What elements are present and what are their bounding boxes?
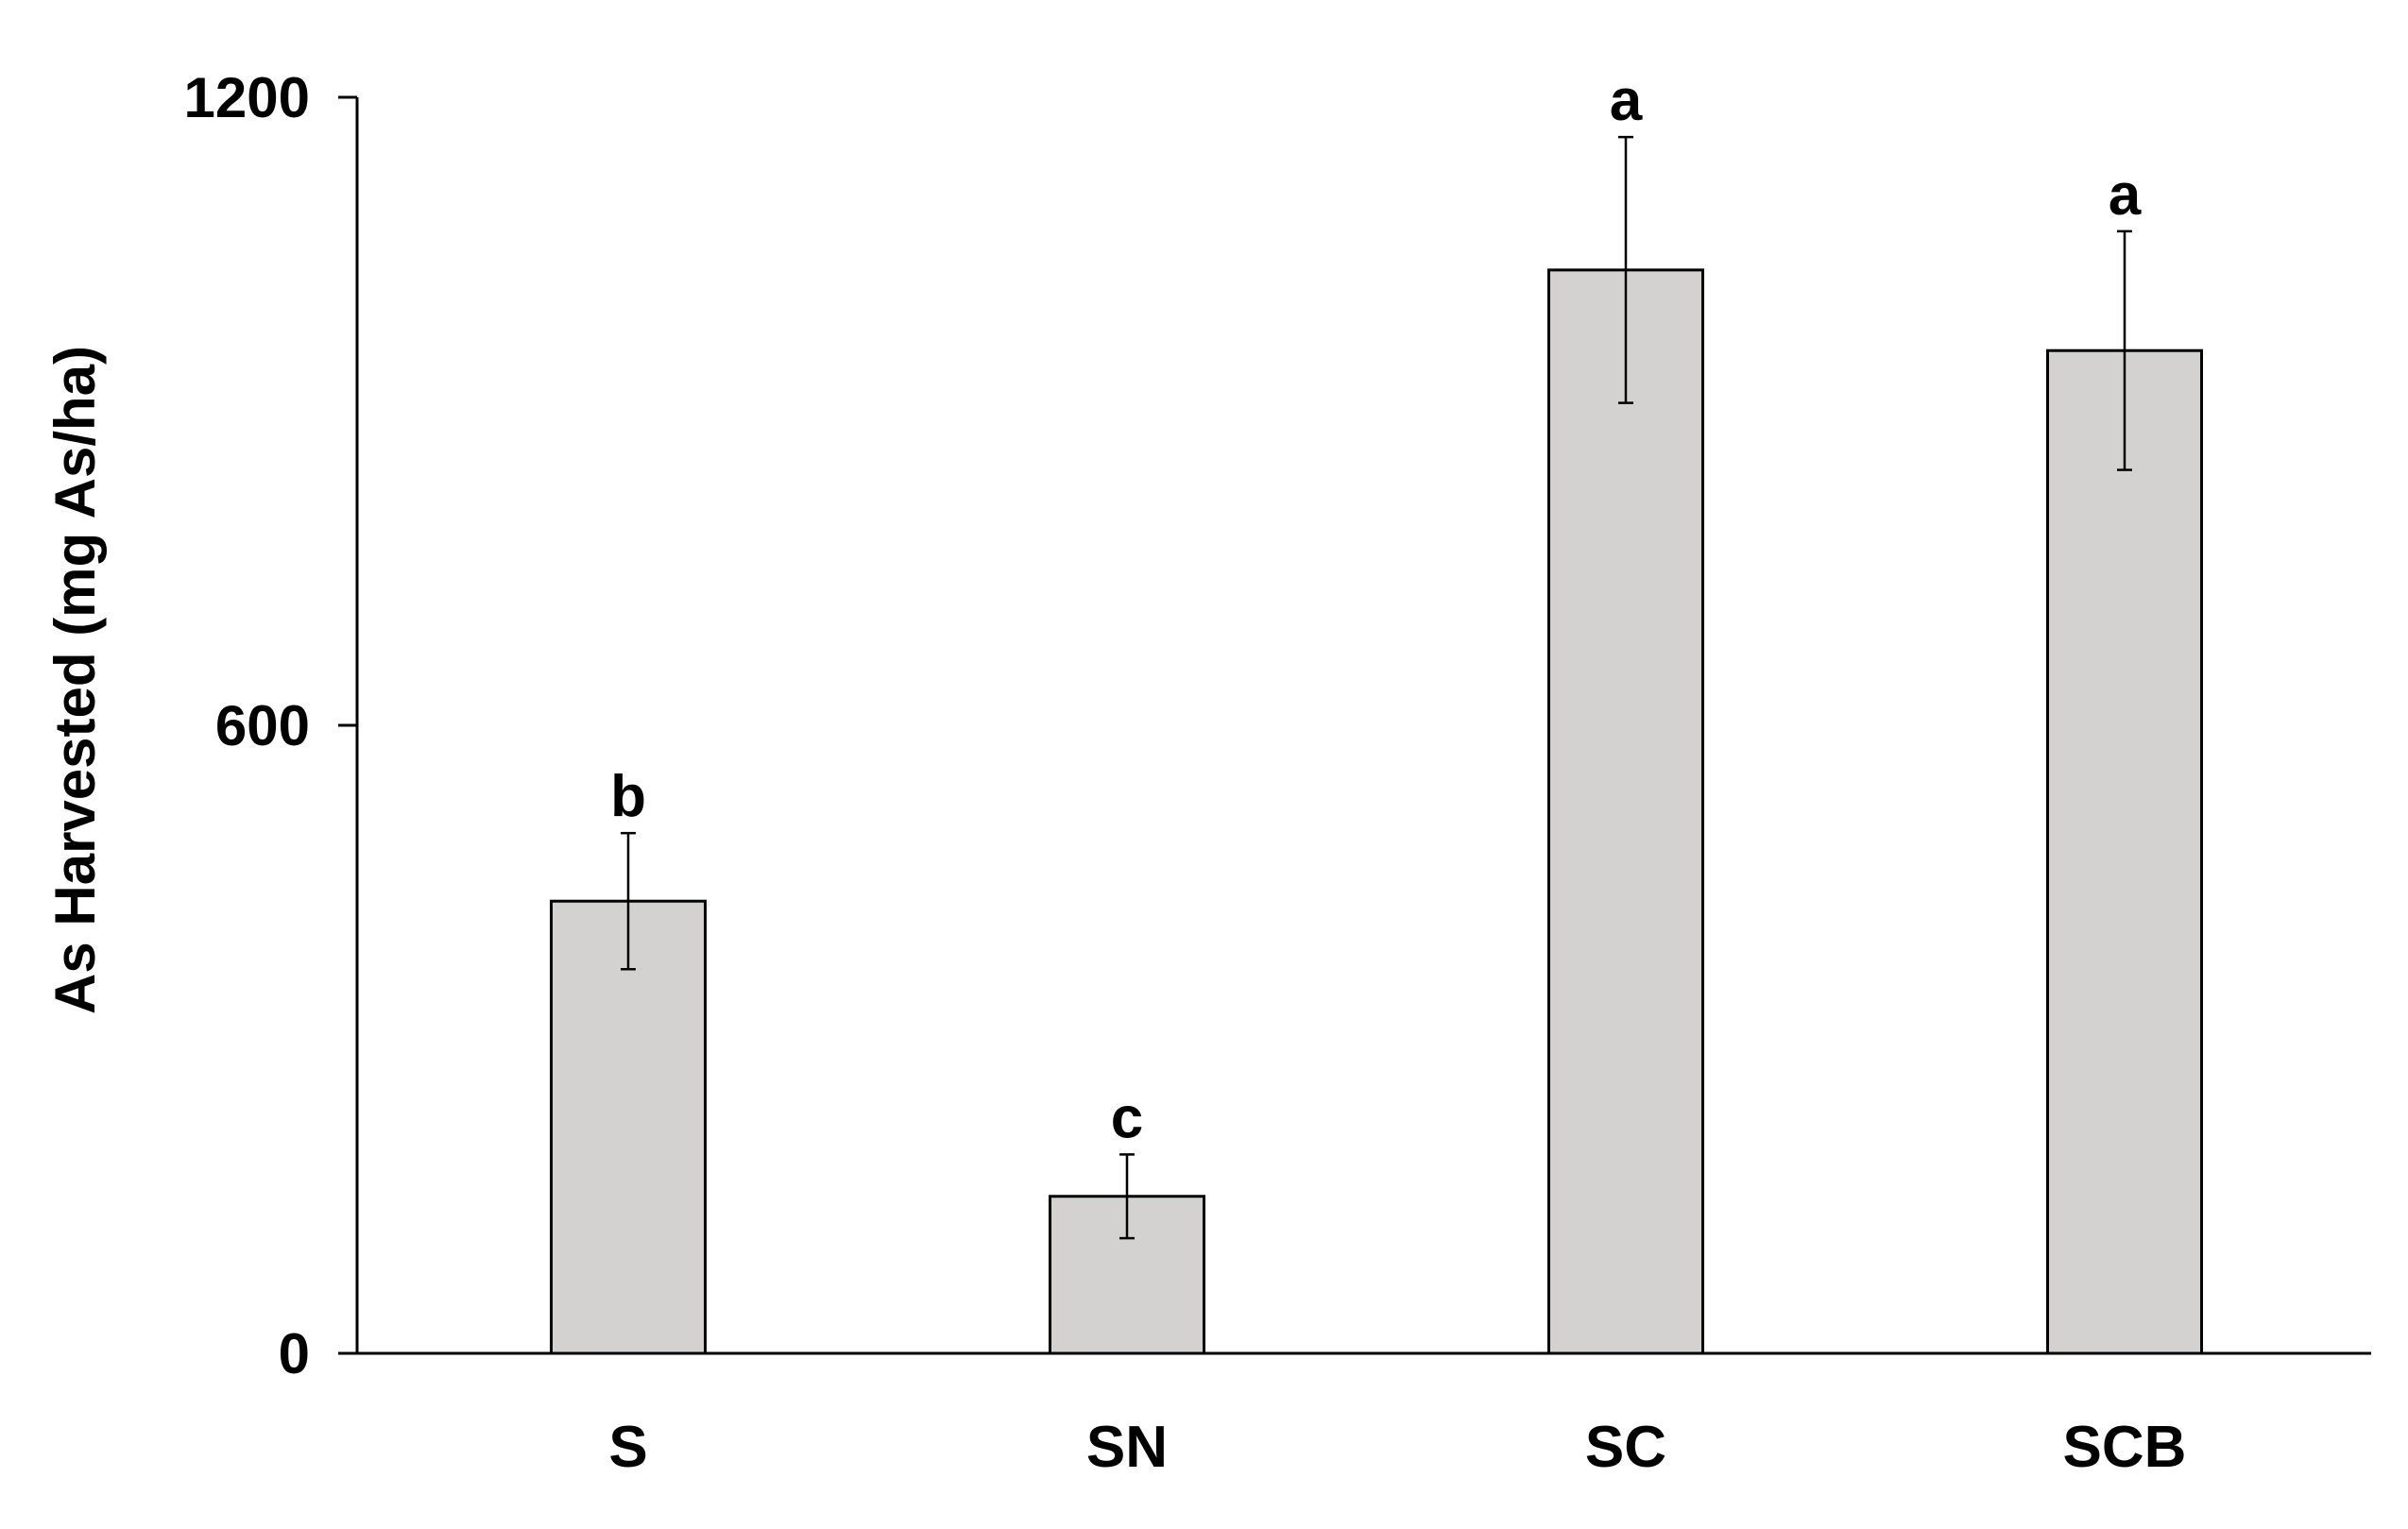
bar <box>550 899 707 1355</box>
x-category-label: S <box>608 1415 647 1480</box>
bar <box>1547 268 1704 1355</box>
x-category-label: SCB <box>2063 1415 2187 1480</box>
y-tick-label: 600 <box>215 694 310 757</box>
y-tick-label: 1200 <box>184 66 310 129</box>
significance-label: b <box>610 764 646 829</box>
y-tick-label: 0 <box>279 1322 310 1385</box>
plot-area: 0 600 1200 b Sc SN a SC a SCB <box>184 66 2371 1480</box>
significance-label: c <box>1111 1085 1143 1150</box>
x-category-label: SN <box>1086 1415 1168 1480</box>
bar <box>2046 348 2203 1355</box>
significance-label: a <box>1610 68 1643 133</box>
y-axis-title: As Harvested (mg As/ha) <box>43 346 107 1014</box>
significance-label: a <box>2109 162 2142 228</box>
x-category-label: SC <box>1585 1415 1666 1480</box>
